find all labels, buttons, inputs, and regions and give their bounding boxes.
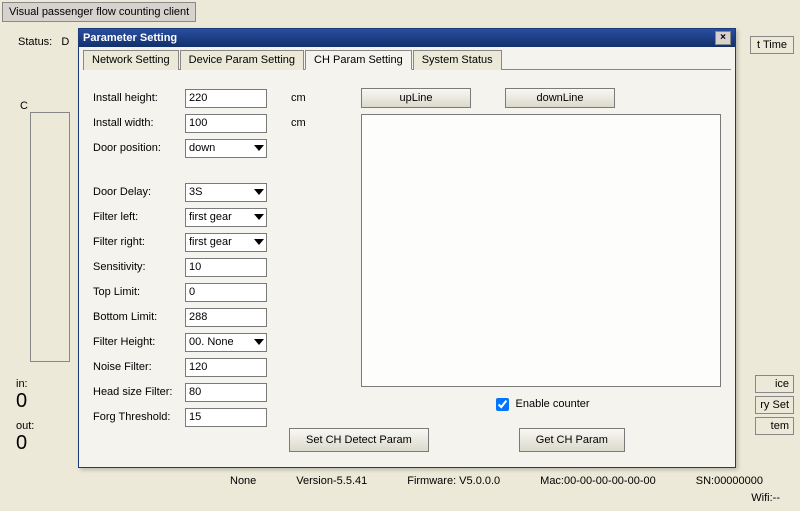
- right-side-buttons: ice ry Set tem: [755, 375, 794, 435]
- out-value: 0: [16, 432, 34, 455]
- bg-panel-border: [30, 112, 70, 362]
- tab-system-status[interactable]: System Status: [413, 50, 502, 70]
- forg-threshold-label: Forg Threshold:: [93, 411, 185, 423]
- set-ch-detect-param-button[interactable]: Set CH Detect Param: [289, 428, 429, 452]
- get-ch-param-button[interactable]: Get CH Param: [519, 428, 625, 452]
- dialog-body: Install height: cm Install width: cm Doo…: [79, 70, 735, 468]
- tab-device-param-setting[interactable]: Device Param Setting: [180, 50, 304, 70]
- tab-ch-param-setting[interactable]: CH Param Setting: [305, 50, 412, 70]
- bottom-limit-label: Bottom Limit:: [93, 311, 185, 323]
- status-version: Version-5.5.41: [296, 475, 367, 487]
- right-area: upLine downLine Enable counter: [361, 88, 721, 414]
- status-value: D: [61, 36, 69, 48]
- close-icon[interactable]: ×: [715, 31, 731, 45]
- sensitivity-label: Sensitivity:: [93, 261, 185, 273]
- install-width-unit: cm: [291, 117, 306, 129]
- status-label-text: Status:: [18, 36, 52, 48]
- filter-left-select[interactable]: [185, 208, 267, 227]
- out-label: out:: [16, 420, 34, 432]
- bottom-limit-input[interactable]: [185, 308, 267, 327]
- tab-network-setting[interactable]: Network Setting: [83, 50, 179, 70]
- parameter-setting-dialog: Parameter Setting × Network Setting Devi…: [78, 28, 736, 468]
- enable-counter-control[interactable]: Enable counter: [492, 398, 589, 410]
- status-label: Status: D: [18, 36, 69, 48]
- status-firmware: Firmware: V5.0.0.0: [407, 475, 500, 487]
- status-bar: None Version-5.5.41 Firmware: V5.0.0.0 M…: [230, 475, 790, 487]
- status-sn: SN:00000000: [696, 475, 763, 487]
- install-height-unit: cm: [291, 92, 306, 104]
- status-none: None: [230, 475, 256, 487]
- c-label: C: [20, 100, 28, 112]
- set-time-button[interactable]: t Time: [750, 36, 794, 54]
- door-position-select[interactable]: [185, 139, 267, 158]
- enable-counter-checkbox[interactable]: [496, 398, 509, 411]
- install-width-input[interactable]: [185, 114, 267, 133]
- preview-area: [361, 114, 721, 387]
- top-limit-input[interactable]: [185, 283, 267, 302]
- install-height-input[interactable]: [185, 89, 267, 108]
- in-value: 0: [16, 390, 28, 413]
- filter-left-label: Filter left:: [93, 211, 185, 223]
- in-label: in:: [16, 378, 28, 390]
- filter-height-select[interactable]: [185, 333, 267, 352]
- noise-filter-label: Noise Filter:: [93, 361, 185, 373]
- door-delay-label: Door Delay:: [93, 186, 185, 198]
- door-delay-select[interactable]: [185, 183, 267, 202]
- upline-button[interactable]: upLine: [361, 88, 471, 108]
- out-counter: out: 0: [16, 420, 34, 455]
- bg-button-2[interactable]: tem: [755, 417, 794, 435]
- main-window-title: Visual passenger flow counting client: [2, 2, 196, 22]
- filter-height-label: Filter Height:: [93, 336, 185, 348]
- door-position-label: Door position:: [93, 142, 185, 154]
- install-width-label: Install width:: [93, 117, 185, 129]
- head-size-label: Head size Filter:: [93, 386, 185, 398]
- bg-button-0[interactable]: ice: [755, 375, 794, 393]
- filter-right-select[interactable]: [185, 233, 267, 252]
- filter-right-label: Filter right:: [93, 236, 185, 248]
- dialog-tabs: Network Setting Device Param Setting CH …: [83, 49, 731, 70]
- enable-counter-label: Enable counter: [516, 398, 590, 410]
- form-column: Install height: cm Install width: cm Doo…: [93, 88, 353, 432]
- sensitivity-input[interactable]: [185, 258, 267, 277]
- status-mac: Mac:00-00-00-00-00-00: [540, 475, 656, 487]
- in-counter: in: 0: [16, 378, 28, 413]
- dialog-title-text: Parameter Setting: [83, 32, 177, 44]
- forg-threshold-input[interactable]: [185, 408, 267, 427]
- downline-button[interactable]: downLine: [505, 88, 615, 108]
- bg-button-1[interactable]: ry Set: [755, 396, 794, 414]
- head-size-input[interactable]: [185, 383, 267, 402]
- noise-filter-input[interactable]: [185, 358, 267, 377]
- status-wifi: Wifi:--: [751, 492, 780, 504]
- install-height-label: Install height:: [93, 92, 185, 104]
- dialog-titlebar: Parameter Setting ×: [79, 29, 735, 47]
- top-limit-label: Top Limit:: [93, 286, 185, 298]
